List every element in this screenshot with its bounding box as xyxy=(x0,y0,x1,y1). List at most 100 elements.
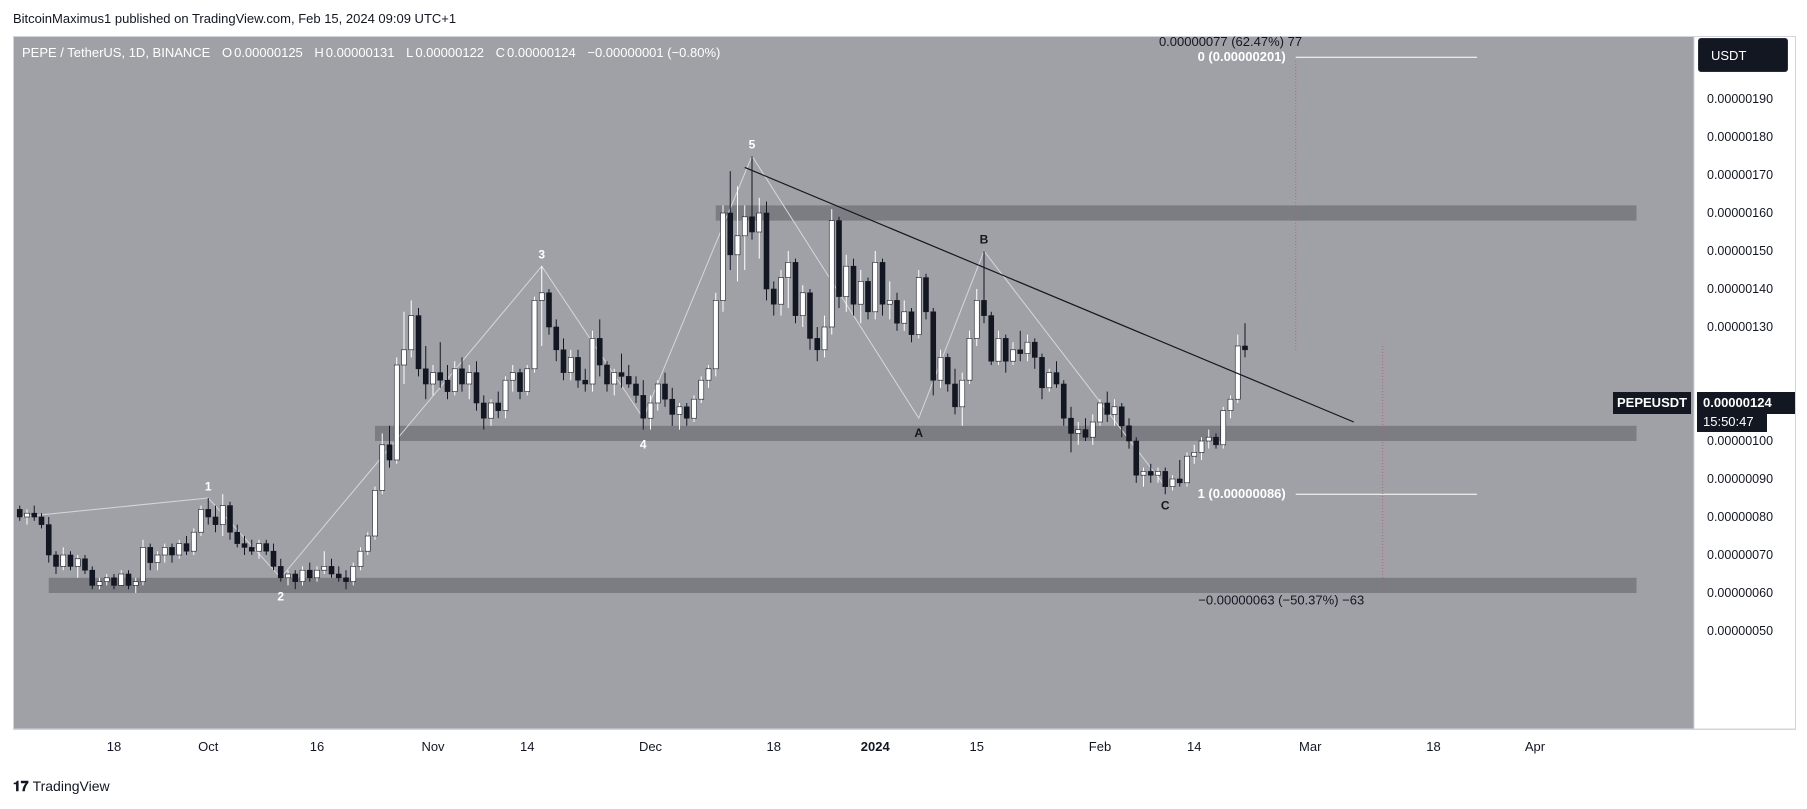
candle-body xyxy=(147,547,154,563)
price-axis[interactable] xyxy=(1694,37,1795,729)
chart-annotations: 1 2 3 4 5 A B C 0 (0.00000201) 1 (0.00000086) 0.00… xyxy=(205,34,1477,607)
candle-body xyxy=(582,379,589,385)
candle-body xyxy=(1133,440,1140,476)
candle-body xyxy=(1002,338,1009,362)
candle-body xyxy=(256,543,262,552)
candle-body xyxy=(1169,478,1176,487)
measure-label: 0.00000077 (62.47%) 77 xyxy=(1159,34,1302,49)
candle-body xyxy=(850,265,857,305)
candle-body xyxy=(792,262,799,316)
candle-body xyxy=(1213,436,1219,446)
candle-body xyxy=(277,566,284,579)
candle-body xyxy=(53,554,59,567)
candle-body xyxy=(756,212,763,233)
candle-body xyxy=(82,558,88,571)
x-tick-label: Feb xyxy=(1089,739,1111,754)
candle-body xyxy=(285,573,291,579)
candle-body xyxy=(937,357,944,381)
candle-body xyxy=(67,554,74,567)
candle-body xyxy=(263,543,270,552)
candle-body xyxy=(1060,383,1067,419)
legend-symbol[interactable]: PEPE / TetherUS, 1D, BINANCE xyxy=(22,45,211,60)
descending-trendline xyxy=(744,166,1354,423)
candle-body xyxy=(625,376,632,385)
x-axis-ticks: 18 Oct 16 Nov 14 Dec 18 2024 15 Feb 14 Mar 18 Apr xyxy=(107,739,1546,754)
candle-body xyxy=(1082,429,1089,438)
tradingview-logo-icon: 𝟏𝟕 xyxy=(13,778,29,794)
tradingview-brand-text: TradingView xyxy=(32,778,110,794)
x-tick-label: 18 xyxy=(1426,739,1440,754)
wave-label: 1 xyxy=(205,479,212,493)
candle-body xyxy=(60,554,67,567)
candle-body xyxy=(502,379,509,411)
candle-body xyxy=(16,509,23,518)
candle-body xyxy=(698,379,705,400)
candle-body xyxy=(828,220,835,328)
candle-body xyxy=(205,509,212,518)
y-tick-label: 0.00000140 xyxy=(1707,282,1773,296)
candle-body xyxy=(466,372,473,385)
candle-body xyxy=(640,395,647,419)
candle-body xyxy=(741,216,748,237)
bar-countdown-label: 15:50:47 xyxy=(1697,412,1767,432)
candle-body xyxy=(234,531,241,544)
tradingview-logo[interactable]: 𝟏𝟕 TradingView xyxy=(13,778,110,795)
candle-body xyxy=(1118,406,1125,427)
y-tick-label: 0.00000170 xyxy=(1707,168,1773,182)
x-tick-label: 2024 xyxy=(861,739,891,754)
candle-body xyxy=(343,577,349,582)
candle-body xyxy=(335,573,342,579)
candle-body xyxy=(1191,452,1198,457)
candle-body xyxy=(1176,478,1183,484)
symbol-price-label: PEPEUSDT xyxy=(1613,392,1692,414)
candle-body xyxy=(24,512,30,518)
candle-body xyxy=(952,383,958,408)
candle-body xyxy=(1140,471,1147,476)
candle-body xyxy=(763,212,770,290)
candle-body xyxy=(1031,341,1038,358)
candle-body xyxy=(560,349,567,373)
candle-body xyxy=(908,311,915,335)
candle-body xyxy=(1242,345,1248,351)
candle-body xyxy=(770,288,777,305)
candle-body xyxy=(727,212,734,256)
wave-label: 5 xyxy=(749,137,756,151)
wave-label: 4 xyxy=(640,438,647,452)
candle-body xyxy=(538,292,545,301)
candle-body xyxy=(306,569,313,579)
candle-body xyxy=(183,543,190,552)
candle-body xyxy=(219,505,226,525)
wave-label: 3 xyxy=(538,248,545,262)
wave-label: A xyxy=(914,426,923,440)
plot-area[interactable] xyxy=(14,37,1694,729)
candle-body xyxy=(89,569,96,586)
y-tick-label: 0.00000160 xyxy=(1707,206,1773,220)
last-price-label: 0.00000124 xyxy=(1697,392,1795,414)
candlestick-series xyxy=(16,156,1248,593)
candle-body xyxy=(118,573,125,586)
candle-body xyxy=(691,398,697,419)
candle-body xyxy=(509,372,516,381)
candle-body xyxy=(843,265,850,297)
wave-path-impulse xyxy=(19,155,753,579)
candle-body xyxy=(981,300,987,316)
legend-high-value: 0.00000131 xyxy=(325,45,395,60)
x-tick-label: 16 xyxy=(310,739,324,754)
candle-body xyxy=(350,566,357,582)
candle-body xyxy=(430,372,436,385)
candle-body xyxy=(1184,455,1190,484)
candle-body xyxy=(459,368,465,385)
candle-body xyxy=(444,379,451,392)
x-tick-label: 14 xyxy=(520,739,534,754)
y-tick-label: 0.00000090 xyxy=(1707,472,1773,486)
candle-body xyxy=(415,315,422,370)
candle-body xyxy=(836,220,842,297)
candle-body xyxy=(923,277,929,313)
candle-body xyxy=(553,326,560,351)
candle-body xyxy=(473,372,480,404)
candle-body xyxy=(1126,425,1132,442)
candle-body xyxy=(1075,429,1082,434)
candle-body xyxy=(596,338,603,366)
currency-button[interactable]: USDT xyxy=(1698,38,1788,72)
